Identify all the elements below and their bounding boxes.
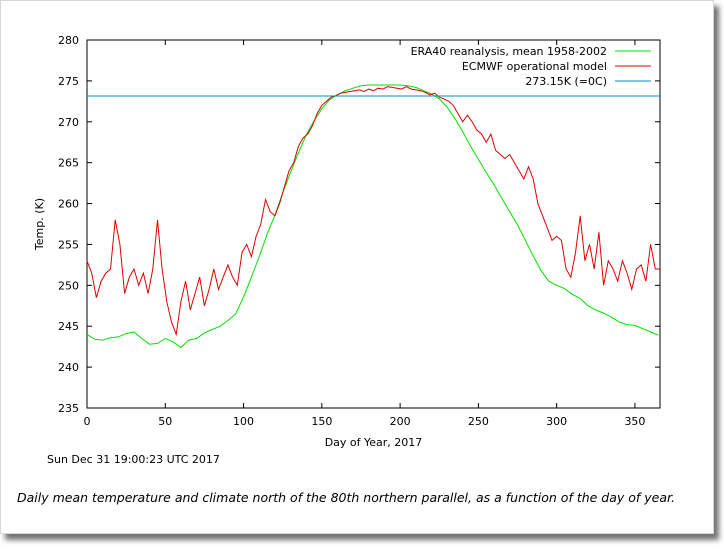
x-tick-label: 0 (84, 415, 91, 428)
legend-label-0: ERA40 reanalysis, mean 1958-2002 (411, 45, 607, 58)
x-tick-label: 250 (468, 415, 489, 428)
y-tick-label: 235 (58, 402, 79, 415)
y-tick-label: 245 (58, 320, 79, 333)
y-tick-label: 240 (58, 361, 79, 374)
x-tick-label: 300 (546, 415, 567, 428)
x-tick-label: 50 (158, 415, 172, 428)
chart-timestamp: Sun Dec 31 19:00:23 UTC 2017 (47, 453, 220, 466)
legend-label-2: 273.15K (=0C) (525, 75, 607, 88)
legend-label-1: ECMWF operational model (462, 60, 607, 73)
y-tick-label: 275 (58, 75, 79, 88)
y-tick-label: 280 (58, 34, 79, 47)
x-tick-label: 200 (390, 415, 411, 428)
series-line-1 (86, 86, 660, 337)
x-tick-label: 150 (311, 415, 332, 428)
plot-frame (86, 39, 661, 409)
figure-caption: Daily mean temperature and climate north… (17, 490, 676, 505)
y-tick-label: 255 (58, 238, 79, 251)
y-tick-label: 270 (58, 116, 79, 129)
y-tick-label: 250 (58, 279, 79, 292)
y-tick-label: 260 (58, 198, 79, 211)
x-tick-label: 350 (624, 415, 645, 428)
y-tick-label: 265 (58, 157, 79, 170)
x-tick-label: 100 (233, 415, 254, 428)
series-line-0 (86, 84, 659, 349)
chart-card: 235 240 245 250 255 260 265 270 275 280 0 50 100 150 2… (0, 0, 714, 534)
temperature-chart: 235 240 245 250 255 260 265 270 275 280 0 50 100 150 2… (33, 34, 661, 449)
x-axis-label: Day of Year, 2017 (325, 436, 423, 449)
y-axis-label: Temp. (K) (33, 198, 46, 251)
